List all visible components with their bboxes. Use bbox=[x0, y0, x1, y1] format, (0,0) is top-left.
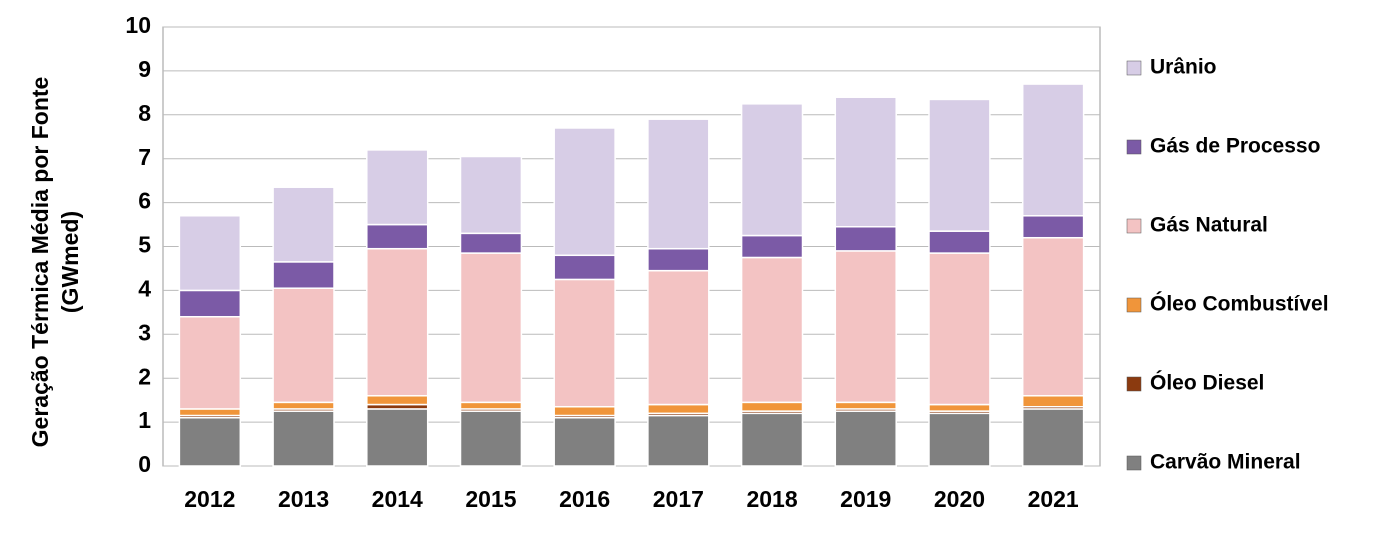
x-tick-label: 2015 bbox=[465, 486, 516, 512]
bar-segment bbox=[553, 127, 616, 257]
bar-segment bbox=[834, 401, 897, 410]
bar-segment bbox=[459, 401, 523, 410]
bar-segment bbox=[647, 247, 710, 272]
bar-segment bbox=[1021, 395, 1085, 408]
legend-swatch bbox=[1126, 297, 1142, 313]
bar-segment bbox=[928, 403, 991, 412]
x-tick-label: 2018 bbox=[746, 486, 797, 512]
bar-segment bbox=[740, 103, 804, 237]
bar-segment bbox=[178, 215, 242, 292]
y-tick-label: 4 bbox=[138, 275, 151, 301]
x-tick-label: 2014 bbox=[372, 486, 423, 512]
bar-segment bbox=[366, 395, 429, 406]
legend-swatch bbox=[1126, 218, 1142, 234]
bar-segment bbox=[928, 412, 991, 467]
bar-segment bbox=[272, 410, 335, 467]
bar-segment bbox=[928, 252, 991, 406]
bar-segment bbox=[272, 186, 335, 263]
bar-segment bbox=[1021, 215, 1085, 239]
bar-segment bbox=[459, 232, 523, 254]
bar-segment bbox=[366, 223, 429, 250]
x-tick-label: 2016 bbox=[559, 486, 610, 512]
y-tick-label: 6 bbox=[138, 188, 151, 214]
bar-segment bbox=[272, 261, 335, 289]
y-tick-label: 5 bbox=[138, 232, 151, 258]
bar-segment bbox=[834, 410, 897, 467]
x-tick-label: 2013 bbox=[278, 486, 329, 512]
legend-label: Gás Natural bbox=[1150, 214, 1268, 237]
bar-segment bbox=[928, 230, 991, 254]
y-axis-label: (GWmed) bbox=[57, 211, 83, 313]
y-tick-label: 1 bbox=[138, 407, 151, 433]
y-tick-label: 7 bbox=[138, 144, 151, 170]
bar-segment bbox=[553, 278, 616, 408]
x-tick-label: 2017 bbox=[653, 486, 704, 512]
bar-segment bbox=[928, 98, 991, 232]
bar-segment bbox=[178, 315, 242, 410]
bar-segment bbox=[366, 247, 429, 397]
y-axis-label: Geração Térmica Média por Fonte bbox=[27, 77, 53, 448]
bar-segment bbox=[647, 403, 710, 415]
bar-segment bbox=[459, 155, 523, 235]
bar-segment bbox=[647, 414, 710, 467]
y-tick-label: 10 bbox=[125, 12, 151, 38]
bar-segment bbox=[178, 416, 242, 467]
bar-segment bbox=[272, 401, 335, 410]
legend-label: Óleo Diesel bbox=[1150, 371, 1264, 395]
bar-segment bbox=[178, 289, 242, 318]
y-tick-label: 2 bbox=[138, 363, 151, 389]
bar-segment bbox=[834, 250, 897, 404]
bar-segment bbox=[553, 254, 616, 281]
bar-segment bbox=[834, 96, 897, 228]
bar-segment bbox=[459, 410, 523, 467]
bar-segment bbox=[740, 256, 804, 404]
legend-swatch bbox=[1126, 60, 1142, 76]
bar-segment bbox=[553, 416, 616, 467]
bar-segment bbox=[459, 252, 523, 404]
y-tick-label: 3 bbox=[138, 319, 151, 345]
bar-segment bbox=[553, 405, 616, 417]
bar-segment bbox=[272, 287, 335, 404]
legend-swatch bbox=[1126, 139, 1142, 155]
legend-label: Óleo Combustível bbox=[1150, 292, 1329, 316]
x-tick-label: 2019 bbox=[840, 486, 891, 512]
legend-swatch bbox=[1126, 376, 1142, 392]
bar-segment bbox=[834, 225, 897, 252]
legend-label: Carvão Mineral bbox=[1150, 451, 1301, 474]
y-tick-label: 9 bbox=[138, 56, 151, 82]
bar-segment bbox=[740, 234, 804, 259]
x-tick-label: 2020 bbox=[934, 486, 985, 512]
x-tick-label: 2012 bbox=[184, 486, 235, 512]
y-tick-label: 0 bbox=[138, 451, 151, 477]
y-tick-label: 8 bbox=[138, 100, 151, 126]
bar-segment bbox=[178, 408, 242, 417]
legend-label: Gás de Processo bbox=[1150, 135, 1320, 158]
bar-segment bbox=[366, 149, 429, 226]
bar-segment bbox=[1021, 83, 1085, 217]
bar-segment bbox=[1021, 236, 1085, 397]
bar-segment bbox=[740, 401, 804, 412]
legend-label: Urânio bbox=[1150, 56, 1217, 79]
bar-segment bbox=[740, 412, 804, 467]
bar-segment bbox=[366, 408, 429, 467]
bar-segment bbox=[647, 118, 710, 250]
bar-segment bbox=[1021, 408, 1085, 467]
x-tick-label: 2021 bbox=[1028, 486, 1079, 512]
bar-segment bbox=[647, 269, 710, 406]
legend-swatch bbox=[1126, 455, 1142, 471]
